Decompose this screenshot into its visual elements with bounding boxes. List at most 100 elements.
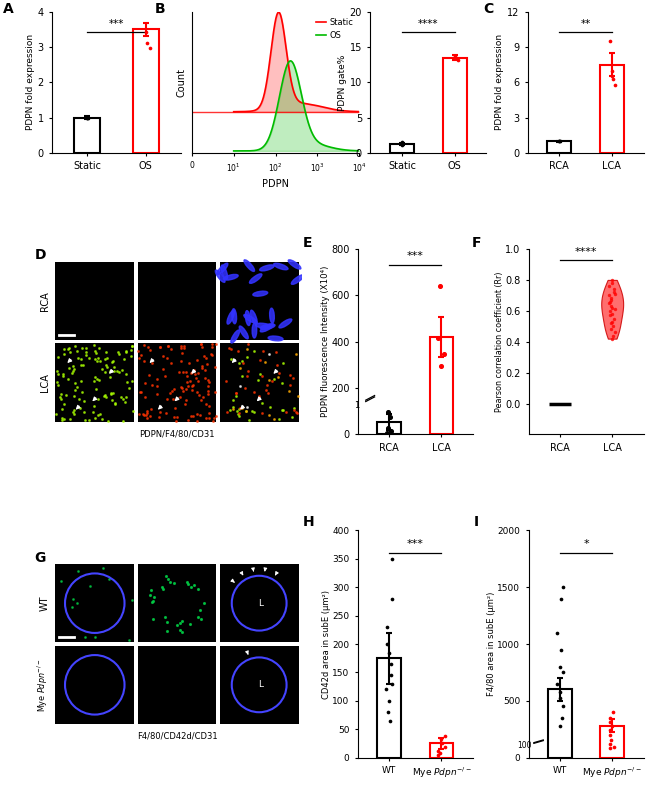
Ellipse shape bbox=[217, 263, 228, 275]
Ellipse shape bbox=[224, 275, 238, 280]
Bar bbox=[220, 564, 298, 642]
Bar bbox=[74, 118, 100, 153]
Text: *: * bbox=[583, 539, 589, 549]
Text: H: H bbox=[303, 515, 315, 528]
Point bbox=[558, 581, 568, 593]
Legend: Static, OS: Static, OS bbox=[315, 16, 355, 42]
Point bbox=[555, 720, 566, 732]
Point bbox=[556, 593, 567, 605]
Point bbox=[608, 286, 619, 298]
Point bbox=[144, 42, 155, 54]
Point bbox=[384, 646, 395, 659]
Bar bbox=[600, 64, 624, 153]
Point bbox=[83, 111, 93, 124]
X-axis label: PDPN: PDPN bbox=[262, 179, 289, 189]
Point bbox=[607, 276, 618, 289]
Point bbox=[384, 411, 395, 423]
Bar bbox=[443, 57, 467, 153]
Bar bbox=[138, 343, 216, 422]
Point bbox=[606, 316, 617, 328]
Point bbox=[554, 135, 565, 148]
Point bbox=[605, 300, 616, 312]
Y-axis label: PDPN fold expression: PDPN fold expression bbox=[495, 35, 504, 130]
Bar bbox=[548, 689, 572, 758]
Bar bbox=[601, 726, 624, 758]
Point bbox=[453, 54, 463, 67]
Point bbox=[382, 426, 393, 439]
Ellipse shape bbox=[239, 326, 248, 339]
Point bbox=[433, 332, 443, 345]
Bar bbox=[55, 261, 134, 340]
Bar bbox=[55, 564, 134, 642]
Point bbox=[605, 711, 616, 724]
Ellipse shape bbox=[252, 323, 257, 338]
Ellipse shape bbox=[268, 336, 283, 341]
Text: LCA: LCA bbox=[40, 373, 49, 392]
Point bbox=[608, 706, 618, 718]
Point bbox=[386, 658, 396, 670]
Point bbox=[382, 621, 393, 633]
Y-axis label: F4/80 area in subE (μm²): F4/80 area in subE (μm²) bbox=[487, 592, 496, 696]
Point bbox=[605, 724, 616, 736]
Point bbox=[450, 49, 460, 62]
Text: RCA: RCA bbox=[40, 291, 49, 311]
Ellipse shape bbox=[260, 324, 275, 330]
Ellipse shape bbox=[274, 263, 288, 270]
Ellipse shape bbox=[232, 309, 237, 323]
Text: ****: **** bbox=[575, 246, 597, 257]
Text: B: B bbox=[155, 2, 166, 16]
Point bbox=[606, 292, 616, 305]
Text: ***: *** bbox=[109, 19, 124, 29]
Point bbox=[607, 301, 618, 314]
Bar bbox=[378, 658, 401, 758]
Bar bbox=[220, 343, 298, 422]
Point bbox=[604, 297, 614, 309]
Ellipse shape bbox=[250, 274, 262, 283]
Point bbox=[610, 287, 620, 300]
Point bbox=[385, 669, 396, 681]
Point bbox=[387, 553, 397, 565]
Point bbox=[383, 406, 393, 418]
Y-axis label: PDPN fold expression: PDPN fold expression bbox=[25, 35, 34, 130]
Bar bbox=[220, 646, 298, 724]
Point bbox=[396, 139, 407, 152]
Bar bbox=[220, 261, 298, 340]
Point bbox=[387, 593, 397, 605]
Point bbox=[433, 744, 443, 757]
Text: A: A bbox=[3, 2, 14, 16]
Point bbox=[397, 137, 408, 150]
Ellipse shape bbox=[244, 315, 257, 323]
Bar bbox=[138, 261, 216, 340]
Point bbox=[435, 747, 445, 759]
Bar bbox=[430, 743, 453, 758]
Point bbox=[381, 683, 391, 696]
Point bbox=[439, 730, 450, 743]
Y-axis label: PDPN gate%: PDPN gate% bbox=[338, 54, 347, 111]
Ellipse shape bbox=[288, 260, 301, 269]
Point bbox=[382, 637, 393, 650]
Point bbox=[606, 274, 617, 287]
Point bbox=[605, 738, 616, 750]
Point bbox=[554, 685, 565, 698]
Point bbox=[438, 349, 448, 361]
Ellipse shape bbox=[255, 323, 270, 328]
Point bbox=[384, 695, 395, 707]
Y-axis label: CD42d area in subE (μm²): CD42d area in subE (μm²) bbox=[322, 590, 331, 699]
Point bbox=[552, 677, 562, 690]
Text: 100: 100 bbox=[517, 740, 532, 750]
Bar bbox=[378, 422, 401, 434]
Text: G: G bbox=[34, 551, 46, 564]
Point bbox=[610, 303, 620, 316]
Point bbox=[436, 733, 447, 746]
Bar bbox=[547, 141, 571, 153]
Point bbox=[608, 740, 619, 753]
Point bbox=[433, 748, 443, 761]
Point bbox=[606, 317, 616, 330]
Point bbox=[142, 37, 152, 49]
Ellipse shape bbox=[231, 330, 240, 343]
Point bbox=[82, 111, 92, 124]
Ellipse shape bbox=[279, 319, 292, 328]
Point bbox=[606, 734, 616, 747]
Text: L: L bbox=[258, 681, 263, 689]
Text: PDPN/F4/80/CD31: PDPN/F4/80/CD31 bbox=[139, 429, 214, 438]
